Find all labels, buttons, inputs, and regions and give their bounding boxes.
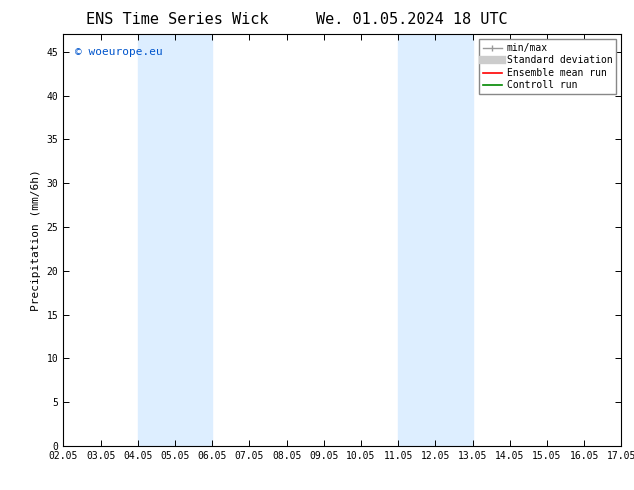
Y-axis label: Precipitation (mm/6h): Precipitation (mm/6h): [31, 169, 41, 311]
Bar: [138, 34, 212, 446]
Legend: min/max, Standard deviation, Ensemble mean run, Controll run: min/max, Standard deviation, Ensemble me…: [479, 39, 616, 94]
Text: © woeurope.eu: © woeurope.eu: [75, 47, 162, 57]
Text: ENS Time Series Wick: ENS Time Series Wick: [86, 12, 269, 27]
Text: We. 01.05.2024 18 UTC: We. 01.05.2024 18 UTC: [316, 12, 508, 27]
Bar: [398, 34, 472, 446]
